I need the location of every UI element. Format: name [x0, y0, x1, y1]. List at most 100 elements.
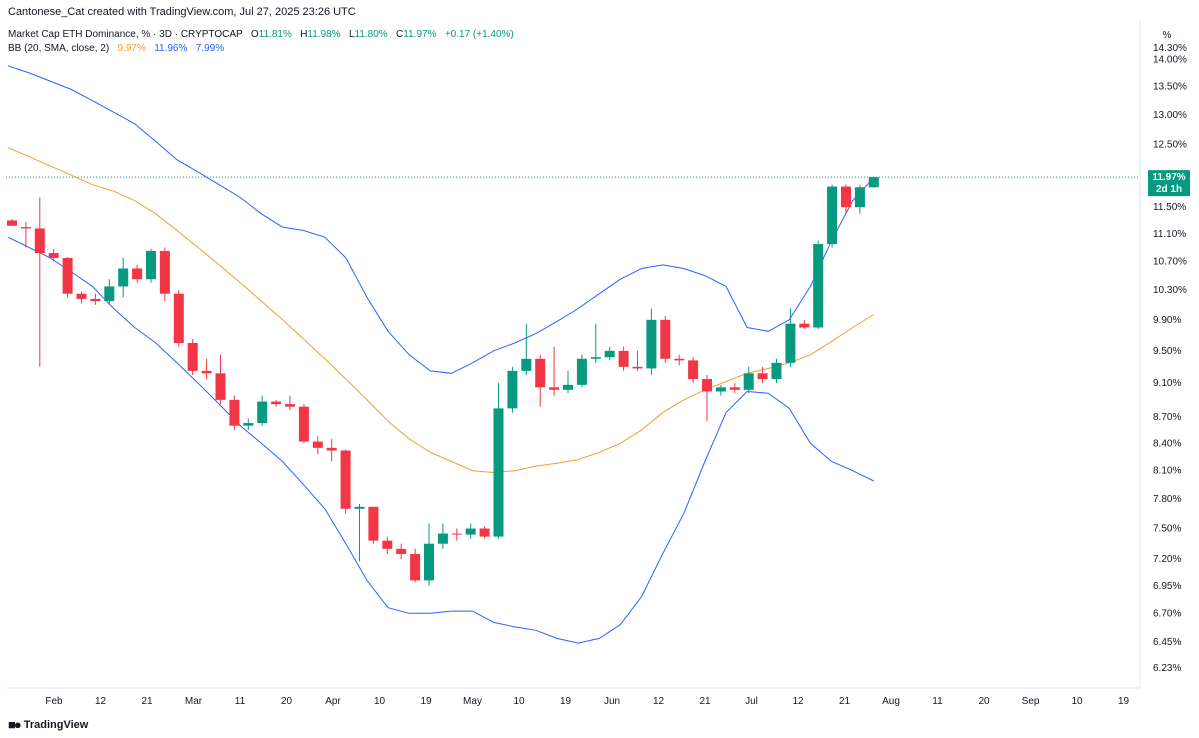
- y-tick-label: 6.45%: [1153, 637, 1181, 648]
- bb-basis-value: 9.97%: [117, 43, 146, 54]
- candle-body: [868, 177, 879, 188]
- candle-body: [785, 323, 796, 363]
- candle-body: [646, 319, 657, 369]
- y-tick-label: 8.70%: [1153, 412, 1181, 423]
- close-value: 11.97%: [403, 29, 437, 40]
- x-tick-label: 12: [95, 696, 107, 707]
- x-tick-label: 19: [1118, 696, 1130, 707]
- y-tick-label: 12.50%: [1153, 140, 1187, 151]
- symbol-title: Market Cap ETH Dominance, % · 3D · CRYPT…: [8, 29, 243, 40]
- candle-body: [771, 362, 782, 380]
- x-tick-label: 21: [699, 696, 711, 707]
- x-tick-label: Feb: [45, 696, 63, 707]
- candle-body: [618, 350, 629, 367]
- candle-body: [90, 298, 101, 302]
- x-tick-label: 12: [792, 696, 804, 707]
- x-tick-label: Apr: [325, 696, 341, 707]
- y-tick-label: 6.23%: [1153, 663, 1181, 674]
- y-tick-label: 14.30%: [1153, 43, 1187, 54]
- candle-body: [34, 228, 45, 254]
- candle-body: [437, 533, 448, 544]
- candle-body: [410, 554, 421, 581]
- y-tick-label: 9.50%: [1153, 346, 1181, 357]
- candle-body: [382, 540, 393, 549]
- bb-basis-line: [7, 147, 875, 474]
- x-tick-label: 10: [1071, 696, 1083, 707]
- x-tick-label: 12: [653, 696, 665, 707]
- y-tick-label: 11.50%: [1153, 202, 1186, 213]
- candle-body: [507, 370, 518, 409]
- candle-body: [702, 379, 712, 392]
- candle-body: [118, 268, 129, 287]
- x-tick-label: 10: [374, 696, 386, 707]
- candle-body: [688, 360, 699, 380]
- y-tick-label: 6.70%: [1153, 608, 1181, 619]
- x-tick-label: 19: [560, 696, 572, 707]
- candle-body: [312, 441, 323, 448]
- percent-scale-button[interactable]: %: [1162, 30, 1172, 41]
- candle-body: [521, 358, 532, 371]
- indicator-legend[interactable]: BB (20, SMA, close, 2) 9.97% 11.96% 7.99…: [8, 43, 224, 54]
- candle-body: [285, 404, 295, 407]
- candle-body: [187, 342, 198, 371]
- high-value: 11.98%: [307, 29, 341, 40]
- candle-body: [549, 387, 560, 390]
- candle-body: [243, 423, 254, 426]
- open-value: 11.81%: [258, 29, 292, 40]
- candle-body: [854, 187, 865, 208]
- candle-body: [424, 543, 434, 581]
- high-label: H: [300, 29, 308, 40]
- candle-body: [660, 319, 671, 359]
- symbol-legend[interactable]: Market Cap ETH Dominance, % · 3D · CRYPT…: [8, 29, 514, 40]
- tradingview-logo-icon: ■●: [8, 717, 22, 732]
- candle-body: [229, 399, 240, 426]
- y-tick-label: 13.00%: [1153, 110, 1187, 121]
- y-tick-label: 9.10%: [1153, 378, 1181, 389]
- low-value: 11.80%: [354, 29, 388, 40]
- candle-body: [576, 358, 587, 385]
- y-tick-label: 9.90%: [1153, 315, 1181, 326]
- candle-body: [743, 373, 754, 390]
- y-tick-label: 8.10%: [1153, 466, 1181, 477]
- candle-body: [563, 384, 573, 390]
- last-price-label: 11.97%: [1152, 172, 1185, 183]
- last-price-badge: [1148, 170, 1190, 197]
- x-tick-label: 21: [839, 696, 851, 707]
- candle-body: [715, 387, 726, 392]
- candle-body: [340, 450, 351, 509]
- x-tick-label: 20: [978, 696, 990, 707]
- x-tick-label: 11: [235, 696, 246, 707]
- candle-body: [173, 293, 184, 343]
- candle-body: [271, 401, 282, 405]
- candle-body: [632, 366, 643, 369]
- low-label: L: [348, 29, 355, 40]
- candle-body: [479, 528, 490, 537]
- candle-body: [799, 323, 810, 328]
- candle-body: [7, 220, 17, 226]
- bb-upper-value: 11.96%: [154, 43, 188, 54]
- bb-upper-line: [7, 65, 875, 374]
- open-label: O: [250, 29, 259, 40]
- close-label: C: [396, 29, 404, 40]
- x-tick-label: 20: [281, 696, 293, 707]
- y-tick-label: 7.20%: [1153, 554, 1181, 565]
- candle-body: [729, 387, 740, 390]
- candle-body: [465, 528, 476, 535]
- candle-body: [76, 293, 87, 299]
- candle-body: [326, 447, 337, 451]
- y-tick-label: 7.80%: [1153, 494, 1181, 505]
- candle-body: [590, 357, 601, 359]
- y-tick-label: 10.70%: [1153, 256, 1187, 267]
- indicator-title: BB (20, SMA, close, 2): [8, 43, 110, 54]
- candle-body: [48, 253, 59, 258]
- x-tick-label: Sep: [1022, 696, 1040, 707]
- candle-body: [354, 506, 365, 509]
- candle-body: [62, 257, 73, 294]
- y-tick-label: 14.00%: [1153, 54, 1187, 65]
- candle-body: [451, 533, 462, 535]
- bb-lower-line: [7, 236, 875, 644]
- candle-body: [159, 250, 170, 294]
- candle-body: [132, 268, 143, 280]
- tradingview-logo[interactable]: ■● TradingView: [8, 717, 88, 732]
